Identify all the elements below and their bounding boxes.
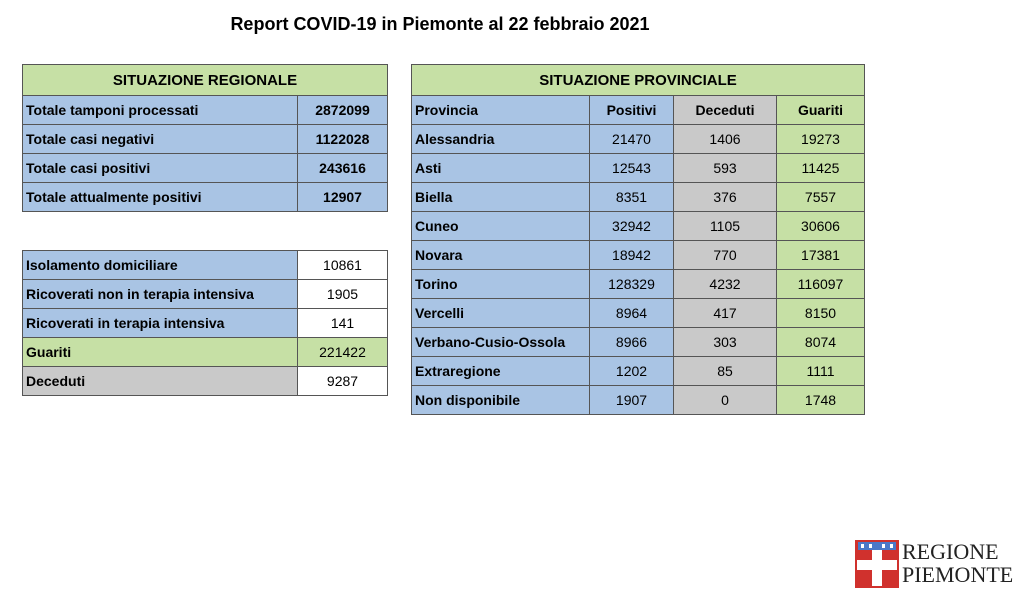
positivi-value: 18942 — [589, 240, 674, 270]
page-title: Report COVID-19 in Piemonte al 22 febbra… — [230, 14, 650, 34]
column-headers: Provincia Positivi Deceduti Guariti — [411, 95, 865, 125]
table-row: Ricoverati non in terapia intensiva 1905 — [22, 279, 388, 309]
positivi-value: 32942 — [589, 211, 674, 241]
regional-table: SITUAZIONE REGIONALE Totale tamponi proc… — [22, 64, 388, 212]
row-value: 2872099 — [297, 95, 388, 125]
guariti-value: 116097 — [776, 269, 865, 299]
row-value: 141 — [297, 308, 388, 338]
positivi-value: 8966 — [589, 327, 674, 357]
row-label: Ricoverati non in terapia intensiva — [22, 279, 298, 309]
positivi-value: 8351 — [589, 182, 674, 212]
table-row: Totale attualmente positivi 12907 — [22, 182, 388, 212]
row-label: Deceduti — [22, 366, 298, 396]
table-row: Asti 12543 593 11425 — [411, 153, 865, 183]
table-row: Totale casi negativi 1122028 — [22, 124, 388, 154]
table-row: Non disponibile 1907 0 1748 — [411, 385, 865, 415]
row-value: 1122028 — [297, 124, 388, 154]
row-label: Totale casi negativi — [22, 124, 298, 154]
logo-text: REGIONE PIEMONTE — [902, 540, 1013, 586]
row-label: Guariti — [22, 337, 298, 367]
col-header-provincia: Provincia — [411, 95, 590, 125]
province-name: Verbano-Cusio-Ossola — [411, 327, 590, 357]
regione-piemonte-logo: REGIONE PIEMONTE — [855, 540, 1020, 588]
positivi-value: 1202 — [589, 356, 674, 386]
deceduti-value: 376 — [673, 182, 777, 212]
provincial-table: SITUAZIONE PROVINCIALE Provincia Positiv… — [411, 64, 865, 415]
deceduti-value: 85 — [673, 356, 777, 386]
table-row: Guariti 221422 — [22, 337, 388, 367]
positivi-value: 128329 — [589, 269, 674, 299]
row-label: Totale attualmente positivi — [22, 182, 298, 212]
table-row: Cuneo 32942 1105 30606 — [411, 211, 865, 241]
regional-header: SITUAZIONE REGIONALE — [22, 64, 388, 96]
row-value: 12907 — [297, 182, 388, 212]
positivi-value: 12543 — [589, 153, 674, 183]
provincial-header: SITUAZIONE PROVINCIALE — [411, 64, 865, 96]
positivi-value: 1907 — [589, 385, 674, 415]
deceduti-value: 303 — [673, 327, 777, 357]
table-row: Vercelli 8964 417 8150 — [411, 298, 865, 328]
logo-line-2: PIEMONTE — [902, 562, 1014, 587]
guariti-value: 11425 — [776, 153, 865, 183]
province-name: Cuneo — [411, 211, 590, 241]
logo-line-1: REGIONE — [902, 539, 999, 564]
province-name: Extraregione — [411, 356, 590, 386]
table-row: Totale casi positivi 243616 — [22, 153, 388, 183]
table-row: Extraregione 1202 85 1111 — [411, 356, 865, 386]
province-name: Non disponibile — [411, 385, 590, 415]
col-header-positivi: Positivi — [589, 95, 674, 125]
deceduti-value: 770 — [673, 240, 777, 270]
table-row: Totale tamponi processati 2872099 — [22, 95, 388, 125]
guariti-value: 8074 — [776, 327, 865, 357]
province-name: Biella — [411, 182, 590, 212]
province-name: Vercelli — [411, 298, 590, 328]
province-name: Alessandria — [411, 124, 590, 154]
guariti-value: 17381 — [776, 240, 865, 270]
guariti-value: 7557 — [776, 182, 865, 212]
table-row: Biella 8351 376 7557 — [411, 182, 865, 212]
table-row: Torino 128329 4232 116097 — [411, 269, 865, 299]
positivi-value: 8964 — [589, 298, 674, 328]
province-name: Novara — [411, 240, 590, 270]
table-row: Ricoverati in terapia intensiva 141 — [22, 308, 388, 338]
deceduti-value: 1105 — [673, 211, 777, 241]
guariti-value: 1748 — [776, 385, 865, 415]
row-label: Ricoverati in terapia intensiva — [22, 308, 298, 338]
deceduti-value: 4232 — [673, 269, 777, 299]
guariti-value: 1111 — [776, 356, 865, 386]
guariti-value: 8150 — [776, 298, 865, 328]
row-value: 1905 — [297, 279, 388, 309]
row-value: 243616 — [297, 153, 388, 183]
guariti-value: 19273 — [776, 124, 865, 154]
deceduti-value: 417 — [673, 298, 777, 328]
guariti-value: 30606 — [776, 211, 865, 241]
col-header-deceduti: Deceduti — [673, 95, 777, 125]
row-value: 9287 — [297, 366, 388, 396]
row-label: Totale tamponi processati — [22, 95, 298, 125]
table-row: Novara 18942 770 17381 — [411, 240, 865, 270]
row-label: Totale casi positivi — [22, 153, 298, 183]
positivi-value: 21470 — [589, 124, 674, 154]
province-name: Torino — [411, 269, 590, 299]
piemonte-emblem-icon — [855, 540, 899, 588]
row-label: Isolamento domiciliare — [22, 250, 298, 280]
deceduti-value: 1406 — [673, 124, 777, 154]
table-row: Deceduti 9287 — [22, 366, 388, 396]
row-value: 10861 — [297, 250, 388, 280]
deceduti-value: 0 — [673, 385, 777, 415]
table-row: Alessandria 21470 1406 19273 — [411, 124, 865, 154]
table-row: Verbano-Cusio-Ossola 8966 303 8074 — [411, 327, 865, 357]
row-value: 221422 — [297, 337, 388, 367]
details-table: Isolamento domiciliare 10861 Ricoverati … — [22, 250, 388, 396]
province-name: Asti — [411, 153, 590, 183]
table-row: Isolamento domiciliare 10861 — [22, 250, 388, 280]
deceduti-value: 593 — [673, 153, 777, 183]
col-header-guariti: Guariti — [776, 95, 865, 125]
